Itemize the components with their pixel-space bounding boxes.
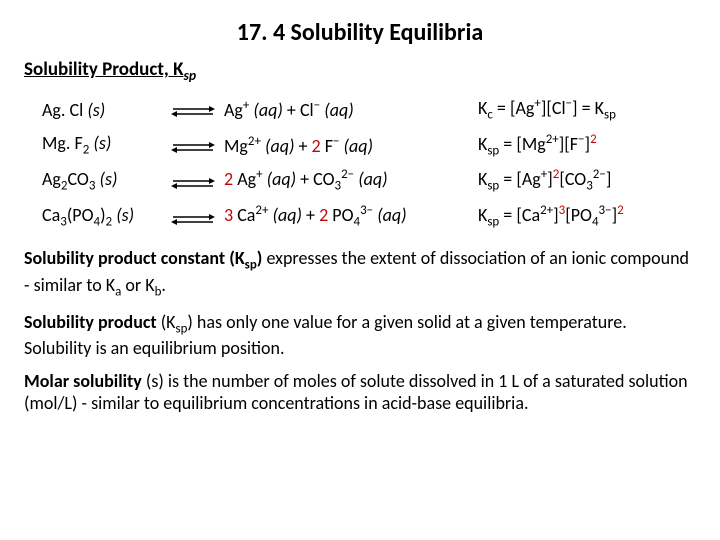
equation-row: Mg. F2 (s) Mg2+ (aq) + 2 F− (aq)Ksp = [M… <box>24 128 696 164</box>
reactant-cell: Ca3(PO4)2 (s) <box>24 199 164 235</box>
reactant-cell: Ag2CO3 (s) <box>24 163 164 199</box>
ksp-cell: Ksp = [Ag+]2[CO32−] <box>476 163 696 199</box>
reactant-cell: Ag. Cl (s) <box>24 92 164 128</box>
product-cell: Ag+ (aq) + Cl− (aq) <box>222 92 476 128</box>
equation-row: Ca3(PO4)2 (s) 3 Ca2+ (aq) + 2 PO43− (aq)… <box>24 199 696 235</box>
section-subtitle: Solubility Product, Ksp <box>24 58 696 84</box>
equation-row: Ag. Cl (s) Ag+ (aq) + Cl− (aq)Kc = [Ag+]… <box>24 92 696 128</box>
equations-table: Ag. Cl (s) Ag+ (aq) + Cl− (aq)Kc = [Ag+]… <box>24 92 696 235</box>
product-cell: 2 Ag+ (aq) + CO32− (aq) <box>222 163 476 199</box>
equation-row: Ag2CO3 (s) 2 Ag+ (aq) + CO32− (aq)Ksp = … <box>24 163 696 199</box>
arrow-cell <box>164 163 222 199</box>
equilibrium-arrow-icon <box>171 140 215 154</box>
subtitle-sub: sp <box>184 67 197 84</box>
reactant-cell: Mg. F2 (s) <box>24 128 164 164</box>
ksp-cell: Ksp = [Mg2+][F−]2 <box>476 128 696 164</box>
paragraph-3: Molar solubility (s) is the number of mo… <box>24 370 696 415</box>
ksp-cell: Ksp = [Ca2+]3[PO43−]2 <box>476 199 696 235</box>
arrow-cell <box>164 128 222 164</box>
product-cell: 3 Ca2+ (aq) + 2 PO43− (aq) <box>222 199 476 235</box>
product-cell: Mg2+ (aq) + 2 F− (aq) <box>222 128 476 164</box>
subtitle-text: Solubility Product, K <box>24 58 184 81</box>
paragraph-1: Solubility product constant (Ksp) expres… <box>24 247 696 301</box>
equilibrium-arrow-icon <box>171 212 215 226</box>
arrow-cell <box>164 199 222 235</box>
slide-title: 17. 4 Solubility Equilibria <box>24 18 696 48</box>
equilibrium-arrow-icon <box>171 104 215 118</box>
arrow-cell <box>164 92 222 128</box>
paragraph-2: Solubility product (Ksp) has only one va… <box>24 311 696 360</box>
equilibrium-arrow-icon <box>171 176 215 190</box>
ksp-cell: Kc = [Ag+][Cl−] = Ksp <box>476 92 696 128</box>
